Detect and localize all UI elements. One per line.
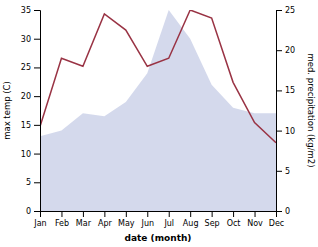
tick: 25 <box>276 6 295 15</box>
tick-label: Feb <box>55 219 69 228</box>
y2-axis-title: med. precipitation (kg/m2) <box>306 53 316 167</box>
tick-mark <box>276 50 282 51</box>
tick-label: 20 <box>285 46 295 55</box>
tick-mark <box>83 211 84 217</box>
tick-label: Aug <box>183 219 199 228</box>
tick-label: May <box>118 219 135 228</box>
marks <box>40 10 276 211</box>
tick: 15 <box>276 86 295 95</box>
tick: 20 <box>21 92 40 101</box>
tick-label: Apr <box>98 219 113 228</box>
tick: Jan <box>33 211 46 228</box>
tick-mark <box>190 211 191 217</box>
tick-label: Nov <box>247 219 263 228</box>
tick: May <box>118 211 135 228</box>
tick-mark <box>276 90 282 91</box>
tick-label: 35 <box>21 6 31 15</box>
tick: 20 <box>276 46 295 55</box>
tick: Jul <box>163 211 174 228</box>
tick-label: 10 <box>285 127 295 136</box>
tick-mark <box>233 211 234 217</box>
axis-line <box>34 11 41 212</box>
tick: Apr <box>98 211 113 228</box>
tick-label: Dec <box>269 219 284 228</box>
tick-mark <box>276 10 282 11</box>
tick-label: 5 <box>26 178 31 187</box>
tick-label: 25 <box>285 6 295 15</box>
tick-label: 10 <box>21 150 31 159</box>
tick-mark <box>34 39 40 40</box>
tick-mark <box>34 182 40 183</box>
tick-mark <box>255 211 256 217</box>
axis-line <box>41 212 277 218</box>
tick-mark <box>126 211 127 217</box>
tick-label: Sep <box>205 219 220 228</box>
tick-label: 30 <box>21 35 31 44</box>
tick-label: 15 <box>21 121 31 130</box>
tick-mark <box>34 154 40 155</box>
tick-mark <box>169 211 170 217</box>
tick-mark <box>34 10 40 11</box>
tick-mark <box>34 125 40 126</box>
tick-label: Jan <box>33 219 46 228</box>
tick: 15 <box>21 121 40 130</box>
tick-label: 25 <box>21 63 31 72</box>
tick: 10 <box>21 150 40 159</box>
tick-mark <box>147 211 148 217</box>
tick: 25 <box>21 63 40 72</box>
y-axis: 0 5 10 15 20 25 30 35 <box>21 6 41 216</box>
area <box>40 10 276 211</box>
y-axis-title: max temp (C) <box>2 81 12 140</box>
tick: Dec <box>269 211 284 228</box>
tick: 35 <box>21 6 40 15</box>
chart: JanFebMarAprMayJunJulAugSepOctNovDec0510… <box>0 0 318 247</box>
tick-label: 0 <box>285 207 290 216</box>
tick-mark <box>276 171 282 172</box>
tick-label: 15 <box>285 86 295 95</box>
tick: Oct <box>227 211 241 228</box>
tick-mark <box>276 211 282 212</box>
tick-label: Oct <box>227 219 241 228</box>
tick: 0 <box>26 207 40 216</box>
tick-label: Jun <box>141 219 155 228</box>
tick-label: Jul <box>163 219 174 228</box>
tick: 10 <box>276 127 295 136</box>
tick: Feb <box>55 211 69 228</box>
tick-mark <box>212 211 213 217</box>
tick: Jun <box>141 211 155 228</box>
tick-mark <box>34 211 40 212</box>
tick-label: 0 <box>26 207 31 216</box>
tick-label: 5 <box>285 167 290 176</box>
axis-line <box>277 11 283 212</box>
tick: 5 <box>276 167 290 176</box>
tick: Mar <box>76 211 92 228</box>
tick-mark <box>276 131 282 132</box>
x-axis-title: date (month) <box>125 233 192 243</box>
tick-mark <box>104 211 105 217</box>
tick-mark <box>34 96 40 97</box>
tick: 30 <box>21 35 40 44</box>
tick-label: Mar <box>76 219 92 228</box>
tick: Nov <box>247 211 263 228</box>
plot: JanFebMarAprMayJunJulAugSepOctNovDec0510… <box>21 6 295 228</box>
line <box>40 10 276 143</box>
y2-axis: 0 5 10 15 20 25 <box>276 6 295 216</box>
tick: Sep <box>205 211 220 228</box>
tick: Aug <box>183 211 199 228</box>
tick: 0 <box>276 207 290 216</box>
tick-label: 20 <box>21 92 31 101</box>
tick: 5 <box>26 178 40 187</box>
x-axis: Jan Feb Mar Apr May Jun Jul Aug Sep Oct Nov Dec <box>33 211 284 228</box>
tick-mark <box>61 211 62 217</box>
tick-mark <box>34 67 40 68</box>
